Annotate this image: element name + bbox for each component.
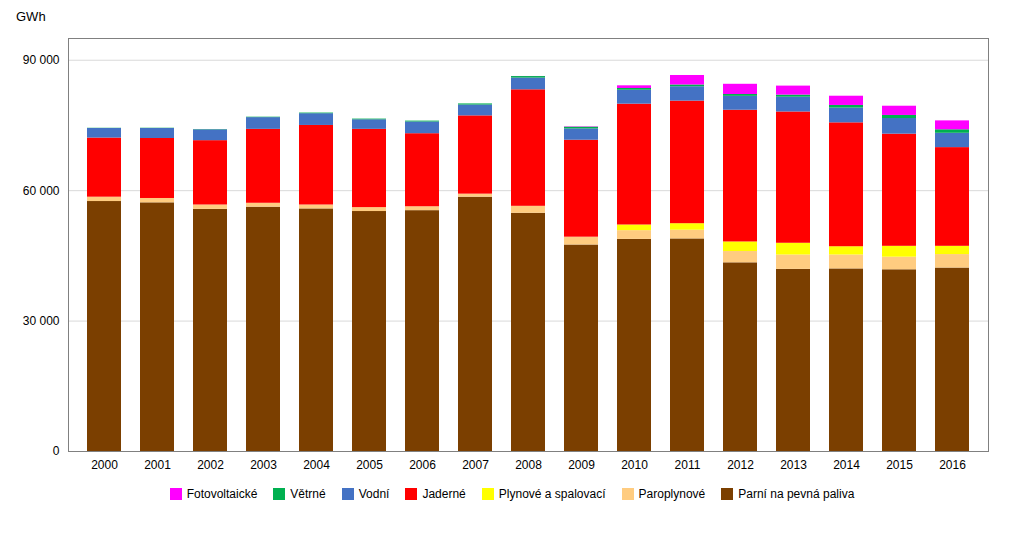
svg-text:90 000: 90 000 (23, 53, 60, 67)
svg-text:30 000: 30 000 (23, 314, 60, 328)
svg-text:2015: 2015 (886, 458, 913, 472)
html-text:GWh: GWh (16, 9, 46, 24)
html-text:Parní na pevná paliva: Parní na pevná paliva (738, 487, 855, 501)
svg-text:2012: 2012 (727, 458, 754, 472)
svg-text:60 000: 60 000 (23, 183, 60, 197)
html-text:Plynové a spalovací: Plynové a spalovací (498, 487, 606, 501)
svg-text:2016: 2016 (939, 458, 966, 472)
svg-text:2013: 2013 (780, 458, 807, 472)
svg-text:2004: 2004 (303, 458, 330, 472)
svg-text:2011: 2011 (675, 458, 701, 472)
html-text:Paroplynové: Paroplynové (638, 487, 706, 501)
html-text:Vodní: Vodní (358, 487, 390, 501)
svg-text:2007: 2007 (462, 458, 489, 472)
svg-text:2005: 2005 (356, 458, 383, 472)
html-text:Větrné: Větrné (290, 487, 326, 501)
svg-text:2000: 2000 (91, 458, 118, 472)
svg-text:2001: 2001 (144, 458, 171, 472)
svg-text:2006: 2006 (409, 458, 436, 472)
svg-text:2010: 2010 (621, 458, 648, 472)
svg-text:2014: 2014 (833, 458, 860, 472)
svg-text:2002: 2002 (197, 458, 224, 472)
svg-text:0: 0 (53, 444, 60, 458)
svg-text:2003: 2003 (250, 458, 277, 472)
html-text:Jaderné: Jaderné (422, 487, 466, 501)
html-text:Fotovoltaické: Fotovoltaické (186, 487, 258, 501)
svg-text:2009: 2009 (568, 458, 595, 472)
svg-text:2008: 2008 (515, 458, 542, 472)
